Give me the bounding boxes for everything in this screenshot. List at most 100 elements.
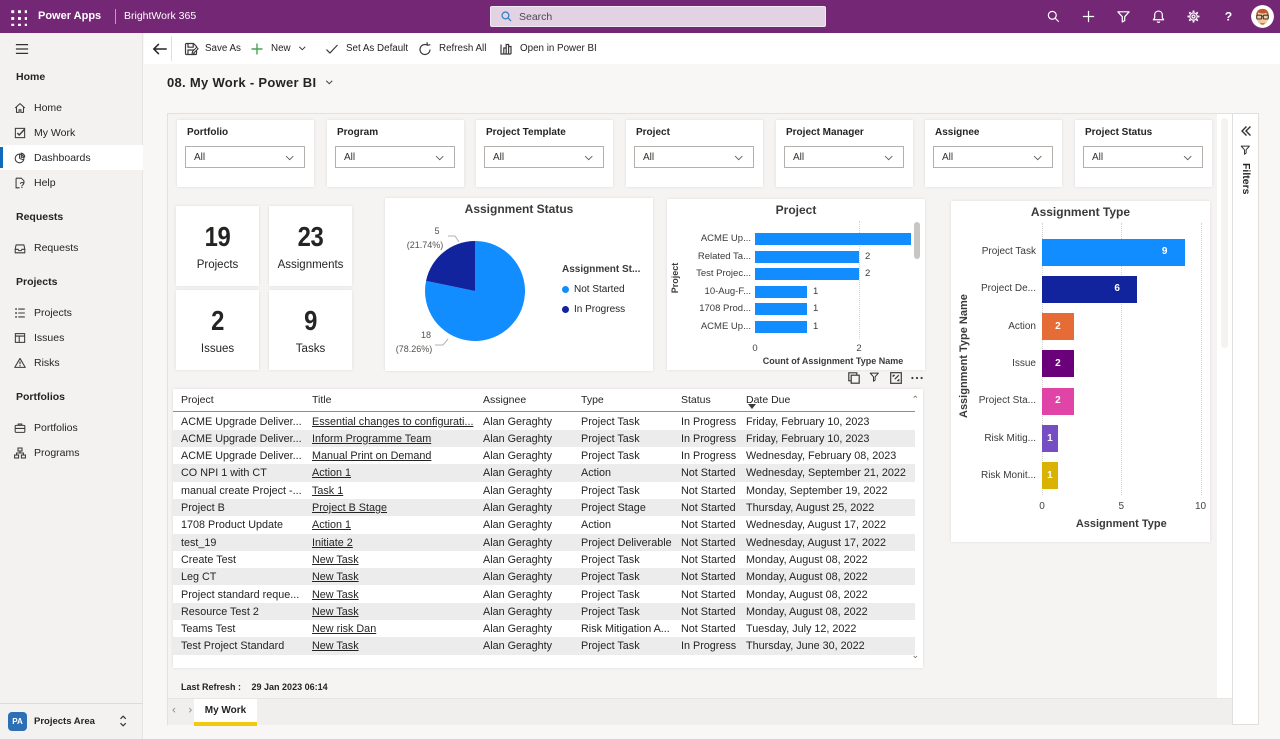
refresh-all-button[interactable]: Refresh All: [413, 36, 490, 62]
table-scroll-down-icon[interactable]: [912, 654, 922, 664]
tab-previous-arrow[interactable]: [170, 706, 182, 718]
tab-next-arrow[interactable]: [186, 706, 198, 718]
cell-title[interactable]: New Task: [312, 571, 359, 584]
table-row[interactable]: 1708 Product Update Action 1 Alan Geraghty…: [173, 516, 915, 533]
slicer-dropdown-project-manager[interactable]: All: [784, 146, 904, 168]
legend-item-not-started[interactable]: Not Started: [562, 284, 640, 295]
more-options-icon[interactable]: [909, 370, 925, 386]
bar-action-2[interactable]: [1042, 313, 1074, 341]
cell-title[interactable]: Action 1: [312, 519, 352, 532]
kpi-card-projects[interactable]: 19 Projects: [176, 206, 259, 286]
cell-title[interactable]: Initiate 2: [312, 536, 353, 549]
table-row[interactable]: CO NPI 1 with CT Action 1 Alan Geraghty Act…: [173, 464, 915, 482]
sidebar-item-programs[interactable]: Programs: [0, 440, 143, 465]
filter-icon[interactable]: [867, 370, 883, 386]
focus-mode-icon[interactable]: [888, 370, 904, 386]
sidebar-item-help[interactable]: ? Help: [0, 170, 143, 195]
filter-icon[interactable]: [1115, 9, 1131, 25]
area-swap-icon[interactable]: [117, 713, 131, 729]
copy-icon[interactable]: [846, 370, 862, 386]
slicer-dropdown-project[interactable]: All: [634, 146, 754, 168]
table-row[interactable]: Create Test New Task Alan Geraghty Project …: [173, 551, 915, 568]
save-as-button[interactable]: Save As: [179, 36, 245, 62]
bar-project-task-0[interactable]: [1042, 238, 1185, 266]
hamburger-menu-icon[interactable]: [14, 42, 29, 54]
table-row[interactable]: Project B Project B Stage Alan Geraghty Pro…: [173, 499, 915, 517]
table-row[interactable]: Teams Test New risk Dan Alan Geraghty Risk …: [173, 620, 915, 637]
set-as-default-button[interactable]: Set As Default: [320, 36, 412, 62]
kpi-card-issues[interactable]: 2 Issues: [176, 290, 259, 370]
global-search-input[interactable]: Search: [490, 6, 826, 27]
sidebar-item-dashboards[interactable]: Dashboards: [0, 145, 143, 170]
bar-issue-3[interactable]: [1042, 350, 1074, 378]
bar-project-de-1[interactable]: [1042, 275, 1138, 303]
search-icon[interactable]: [1045, 9, 1061, 25]
bar-test-projec-2[interactable]: [755, 268, 859, 280]
bar-acme-up-0[interactable]: [755, 233, 911, 245]
table-row[interactable]: ACME Upgrade Deliver... Inform Programme …: [173, 429, 915, 448]
bar-1708-prod-4[interactable]: [755, 303, 807, 315]
new-button[interactable]: New: [245, 36, 313, 62]
table-row[interactable]: Project standard reque... New Task Alan Ge…: [173, 586, 915, 603]
sidebar-item-requests[interactable]: Requests: [0, 235, 143, 260]
table-scroll-up-icon[interactable]: [912, 394, 922, 404]
cell-title[interactable]: Essential changes to configurati...: [312, 415, 474, 428]
sidebar-item-issues[interactable]: Issues: [0, 325, 143, 350]
visual-scrollbar-thumb[interactable]: [914, 222, 920, 259]
cell-title[interactable]: New Task: [312, 640, 359, 653]
bar-related-ta-1[interactable]: [755, 250, 859, 263]
sidebar-item-risks[interactable]: Risks: [0, 350, 143, 375]
sidebar-item-projects[interactable]: Projects: [0, 300, 143, 325]
table-row[interactable]: ACME Upgrade Deliver... Essential changes…: [173, 413, 915, 430]
area-switcher[interactable]: PA Projects Area: [0, 703, 143, 739]
pie-slice-not-started[interactable]: [425, 241, 526, 341]
scrollbar-thumb[interactable]: [1221, 118, 1228, 348]
cell-title[interactable]: Manual Print on Demand: [312, 450, 432, 463]
cell-title[interactable]: Project B Stage: [312, 502, 388, 514]
kpi-card-tasks[interactable]: 9 Tasks: [269, 290, 352, 370]
bar-project-sta-4[interactable]: [1042, 387, 1074, 415]
cell-title[interactable]: Action 1: [312, 467, 352, 480]
chevron-down-icon[interactable]: [297, 43, 309, 55]
table-row[interactable]: test_19 Initiate 2 Alan Geraghty Project De…: [173, 533, 915, 551]
tab-my-work[interactable]: My Work: [194, 699, 257, 722]
expand-filters-icon[interactable]: [1238, 123, 1254, 139]
dashboard-selector[interactable]: 08. My Work - Power BI: [167, 75, 336, 90]
table-row[interactable]: Resource Test 2 New Task Alan Geraghty Proj…: [173, 602, 915, 621]
column-header-title[interactable]: Title: [312, 394, 332, 406]
environment-name[interactable]: BrightWork 365: [124, 10, 197, 22]
column-header-status[interactable]: Status: [681, 394, 711, 406]
table-row[interactable]: manual create Project -... Task 1 Alan Ger…: [173, 482, 915, 499]
column-header-type[interactable]: Type: [581, 394, 604, 406]
slicer-dropdown-assignee[interactable]: All: [933, 146, 1053, 168]
column-header-date-due[interactable]: Date Due: [746, 394, 791, 406]
table-row[interactable]: ACME Upgrade Deliver... Manual Print on D…: [173, 447, 915, 464]
table-row[interactable]: Leg CT New Task Alan Geraghty Project Task N…: [173, 568, 915, 586]
slicer-dropdown-project-template[interactable]: All: [484, 146, 604, 168]
slicer-dropdown-project-status[interactable]: All: [1083, 146, 1203, 168]
help-icon[interactable]: ?: [1220, 9, 1236, 25]
bell-icon[interactable]: [1150, 9, 1166, 25]
back-button[interactable]: [149, 38, 171, 60]
report-vertical-scrollbar[interactable]: [1217, 114, 1232, 698]
cell-title[interactable]: Inform Programme Team: [312, 432, 432, 445]
legend-item-in-progress[interactable]: In Progress: [562, 304, 640, 315]
waffle-menu-icon[interactable]: [9, 8, 27, 26]
open-in-power-bi-button[interactable]: Open in Power BI: [494, 36, 601, 62]
bar-risk-monit-6[interactable]: [1042, 462, 1058, 490]
slicer-dropdown-portfolio[interactable]: All: [185, 146, 305, 168]
column-header-project[interactable]: Project: [181, 394, 214, 406]
sidebar-item-portfolios[interactable]: Portfolios: [0, 415, 143, 440]
table-row[interactable]: Test Project Standard New Task Alan Geragh…: [173, 637, 915, 655]
user-avatar[interactable]: [1251, 5, 1274, 28]
column-header-assignee[interactable]: Assignee: [483, 394, 527, 406]
bar-acme-up-5[interactable]: [755, 320, 807, 333]
kpi-card-assignments[interactable]: 23 Assignments: [269, 206, 352, 286]
cell-title[interactable]: New Task: [312, 605, 359, 618]
sidebar-item-home[interactable]: Home: [0, 95, 143, 120]
bar-risk-mitig-5[interactable]: [1042, 425, 1058, 453]
cell-title[interactable]: Task 1: [312, 484, 344, 497]
pie-slice-in-progress[interactable]: [426, 241, 475, 291]
cell-title[interactable]: New Task: [312, 553, 359, 566]
bar-10-aug-f-3[interactable]: [755, 285, 807, 298]
